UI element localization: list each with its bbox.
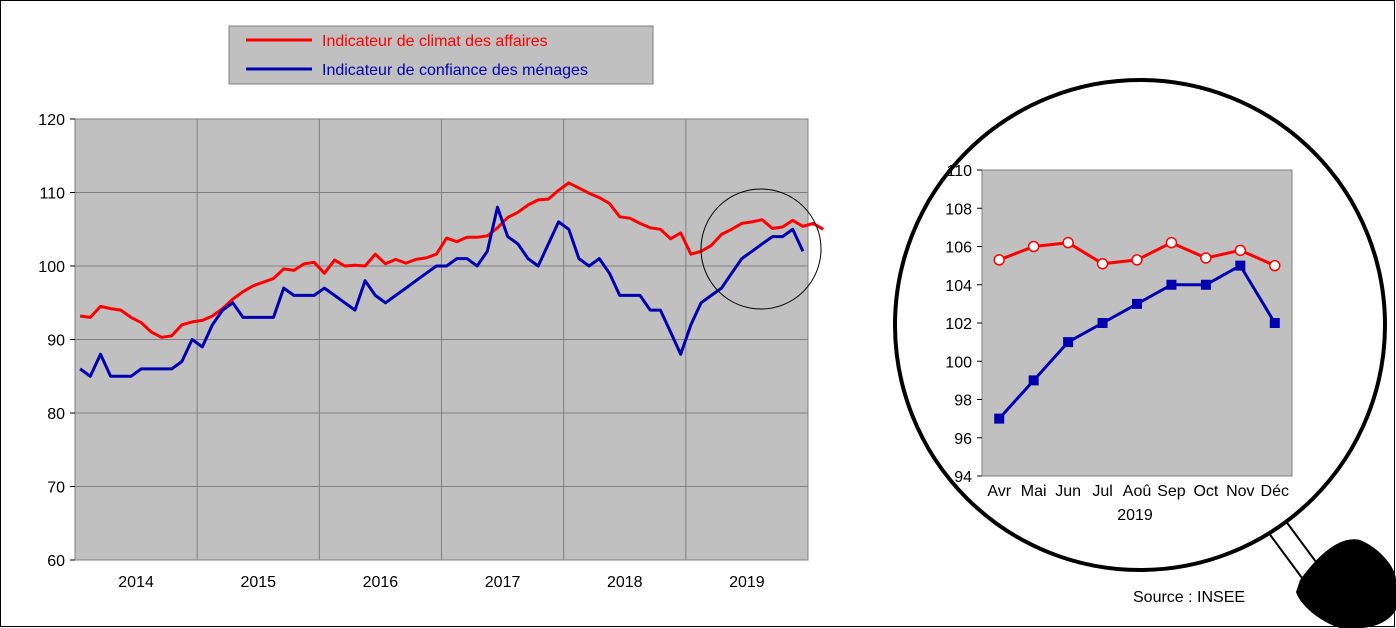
main-y-tick-label: 90 — [47, 333, 65, 350]
zoom-x-axis-title: 2019 — [1117, 507, 1153, 524]
zoom-y-tick-label: 110 — [946, 163, 972, 180]
main-y-tick-label: 100 — [38, 259, 65, 276]
zoom-household-point — [1132, 298, 1142, 309]
main-x-tick-label: 2014 — [118, 574, 154, 591]
main-y-tick-label: 70 — [47, 480, 65, 497]
main-x-tick-label: 2016 — [363, 574, 399, 591]
main-x-tick-label: 2019 — [729, 574, 765, 591]
zoom-x-tick-label: Sep — [1157, 483, 1186, 500]
zoom-business-point — [1027, 240, 1040, 253]
zoom-household-point — [1028, 375, 1039, 386]
zoom-x-tick-label: Mai — [1021, 483, 1047, 500]
zoom-x-tick-label: Oct — [1193, 483, 1218, 500]
zoom-x-tick-label: Déc — [1261, 483, 1289, 500]
zoom-business-point — [1165, 236, 1178, 249]
main-y-tick-label: 120 — [38, 112, 65, 129]
zoom-business-point — [1062, 236, 1074, 249]
zoom-x-tick-label: Aoû — [1123, 483, 1151, 500]
zoom-household-point — [1235, 260, 1246, 271]
zoom-household-point — [994, 413, 1005, 424]
zoom-chart: 94 96 98 100 102 104 106 108 110 Avr Mai Jun Jul Aoû… — [945, 163, 1293, 524]
zoom-y-tick-label: 106 — [945, 240, 972, 257]
legend-box — [228, 25, 654, 85]
zoom-household-point — [1166, 279, 1177, 290]
zoom-y-tick-label: 102 — [945, 316, 972, 333]
zoom-business-point — [1234, 244, 1247, 257]
main-x-tick-label: 2018 — [607, 574, 643, 591]
main-chart: 60 70 80 90 100 110 120 2014 2015 2016 2017 2018 20… — [38, 112, 825, 591]
magnifier-grip — [1296, 539, 1396, 628]
zoom-y-tick-label: 108 — [945, 201, 972, 218]
main-x-tick-label: 2015 — [240, 574, 276, 591]
source-note: Source : INSEE — [1133, 589, 1245, 606]
zoom-x-tick-label: Nov — [1226, 483, 1254, 500]
zoom-household-point — [1269, 318, 1280, 328]
main-y-tick-label: 110 — [39, 186, 65, 203]
zoom-business-point — [1096, 257, 1109, 270]
zoom-y-tick-label: 94 — [954, 469, 972, 486]
legend-label-business: Indicateur de climat des affaires — [322, 33, 548, 50]
zoom-focus-circle — [700, 188, 822, 310]
zoom-x-tick-label: Jul — [1092, 483, 1112, 500]
legend: Indicateur de climat des affaires Indica… — [228, 25, 654, 85]
zoom-business-point — [1269, 259, 1281, 272]
zoom-household-point — [1200, 279, 1211, 290]
legend-label-household: Indicateur de confiance des ménages — [322, 62, 588, 79]
main-series-business-line — [79, 181, 825, 339]
zoom-business-point — [993, 254, 1005, 266]
zoom-business-point — [1200, 252, 1212, 264]
zoom-y-tick-label: 98 — [954, 393, 972, 410]
main-y-tick-label: 80 — [47, 406, 65, 423]
main-y-tick-label: 60 — [47, 553, 65, 570]
zoom-x-tick-label: Avr — [987, 483, 1011, 500]
zoom-y-tick-label: 100 — [945, 354, 972, 371]
zoom-y-tick-label: 104 — [945, 278, 972, 295]
zoom-business-point — [1131, 254, 1143, 266]
zoom-y-tick-label: 96 — [954, 431, 972, 448]
zoom-household-point — [1063, 337, 1074, 348]
zoom-household-point — [1097, 318, 1108, 328]
zoom-x-tick-label: Jun — [1055, 483, 1081, 500]
main-x-tick-label: 2017 — [485, 574, 521, 591]
zoom-plot-area — [981, 169, 1293, 477]
main-series-household-line — [79, 205, 805, 378]
